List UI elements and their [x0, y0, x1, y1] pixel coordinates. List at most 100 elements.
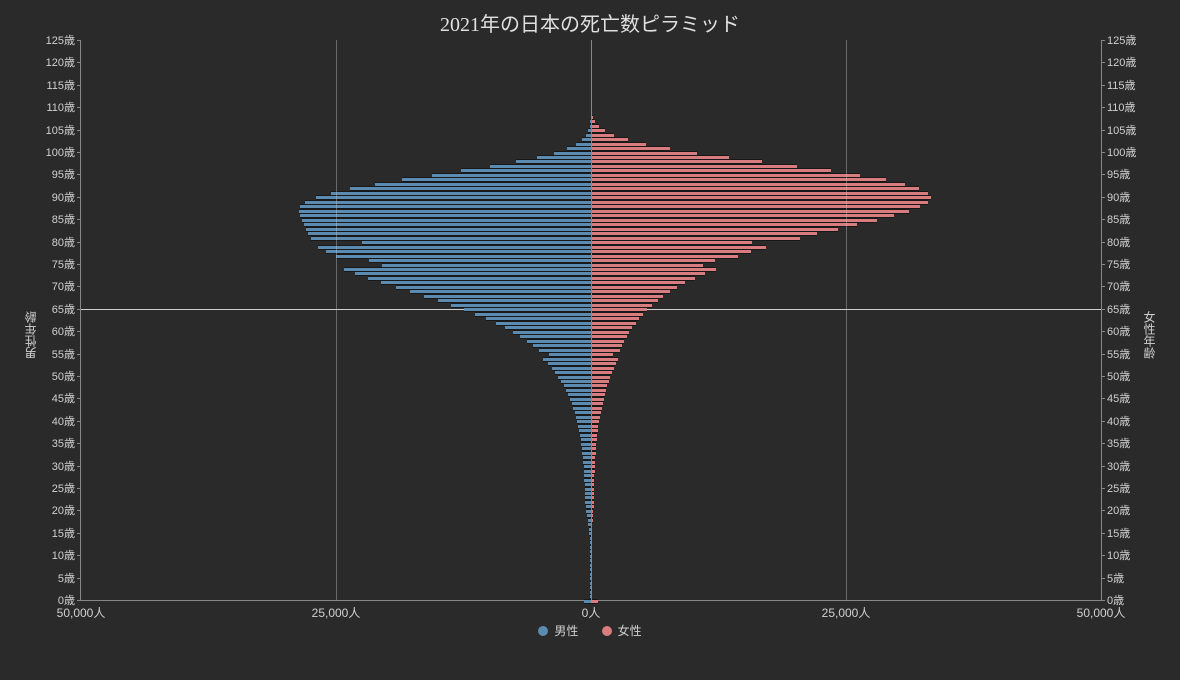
tick-mark — [1101, 286, 1105, 287]
y-tick-right: 115歳 — [1101, 77, 1136, 93]
pyramid-chart: 男性年齢 0歳0歳5歳5歳10歳10歳15歳15歳20歳20歳25歳25歳30歳… — [30, 40, 1150, 630]
tick-mark — [1101, 219, 1105, 220]
y-tick-left: 100歳 — [46, 144, 81, 160]
y-tick-right: 55歳 — [1101, 346, 1130, 362]
tick-mark — [1101, 331, 1105, 332]
tick-mark — [1101, 488, 1105, 489]
y-tick-right: 35歳 — [1101, 435, 1130, 451]
legend-female: 女性 — [602, 622, 642, 639]
tick-mark — [77, 354, 81, 355]
legend: 男性 女性 — [30, 622, 1150, 639]
y-tick-left: 115歳 — [46, 77, 81, 93]
y-tick-right: 125歳 — [1101, 32, 1136, 48]
tick-mark — [77, 331, 81, 332]
legend-swatch-male — [538, 626, 548, 636]
y-tick-left: 105歳 — [46, 122, 81, 138]
y-tick-right: 100歳 — [1101, 144, 1136, 160]
tick-mark — [77, 242, 81, 243]
x-tick-label: 50,000人 — [57, 600, 106, 621]
tick-mark — [77, 398, 81, 399]
tick-mark — [77, 286, 81, 287]
y-axis-label-right: 女性年齢 — [1141, 311, 1158, 359]
tick-mark — [77, 130, 81, 131]
y-tick-right: 75歳 — [1101, 256, 1130, 272]
tick-mark — [1101, 555, 1105, 556]
tick-mark — [1101, 466, 1105, 467]
y-tick-right: 30歳 — [1101, 458, 1130, 474]
y-tick-right: 105歳 — [1101, 122, 1136, 138]
legend-label-male: 男性 — [554, 622, 578, 639]
tick-mark — [77, 40, 81, 41]
tick-mark — [77, 555, 81, 556]
tick-mark — [77, 578, 81, 579]
y-tick-right: 25歳 — [1101, 480, 1130, 496]
y-tick-left: 110歳 — [46, 99, 81, 115]
tick-mark — [1101, 152, 1105, 153]
tick-mark — [77, 488, 81, 489]
tick-mark — [77, 510, 81, 511]
tick-mark — [77, 421, 81, 422]
tick-mark — [77, 62, 81, 63]
tick-mark — [1101, 85, 1105, 86]
tick-mark — [77, 197, 81, 198]
x-tick-label: 0人 — [582, 600, 601, 621]
tick-mark — [77, 107, 81, 108]
y-tick-right: 45歳 — [1101, 390, 1130, 406]
x-tick-label: 25,000人 — [312, 600, 361, 621]
tick-mark — [77, 85, 81, 86]
y-tick-right: 120歳 — [1101, 54, 1136, 70]
tick-mark — [77, 219, 81, 220]
tick-mark — [77, 376, 81, 377]
tick-mark — [1101, 309, 1105, 310]
tick-mark — [1101, 264, 1105, 265]
tick-mark — [77, 174, 81, 175]
tick-mark — [1101, 242, 1105, 243]
tick-mark — [1101, 130, 1105, 131]
gridline-v — [591, 40, 592, 600]
tick-mark — [77, 152, 81, 153]
chart-title: 2021年の日本の死亡数ピラミッド — [0, 0, 1180, 37]
tick-mark — [1101, 443, 1105, 444]
plot-area: 0歳0歳5歳5歳10歳10歳15歳15歳20歳20歳25歳25歳30歳30歳35… — [80, 40, 1102, 601]
tick-mark — [1101, 174, 1105, 175]
gridline-v — [336, 40, 337, 600]
y-tick-right: 70歳 — [1101, 278, 1130, 294]
legend-male: 男性 — [538, 622, 578, 639]
y-tick-right: 15歳 — [1101, 525, 1130, 541]
tick-mark — [1101, 197, 1105, 198]
y-tick-right: 85歳 — [1101, 211, 1130, 227]
tick-mark — [1101, 510, 1105, 511]
tick-mark — [1101, 376, 1105, 377]
tick-mark — [1101, 40, 1105, 41]
tick-mark — [1101, 354, 1105, 355]
y-tick-right: 10歳 — [1101, 547, 1130, 563]
y-tick-right: 80歳 — [1101, 234, 1130, 250]
x-tick-label: 50,000人 — [1077, 600, 1126, 621]
tick-mark — [77, 309, 81, 310]
x-tick-label: 25,000人 — [822, 600, 871, 621]
tick-mark — [1101, 398, 1105, 399]
y-axis-label-left: 男性年齢 — [22, 311, 39, 359]
tick-mark — [77, 466, 81, 467]
y-tick-right: 95歳 — [1101, 166, 1130, 182]
y-tick-right: 110歳 — [1101, 99, 1136, 115]
y-tick-right: 20歳 — [1101, 502, 1130, 518]
tick-mark — [1101, 421, 1105, 422]
grid-v — [81, 40, 1101, 600]
y-tick-right: 40歳 — [1101, 413, 1130, 429]
y-tick-right: 90歳 — [1101, 189, 1130, 205]
legend-swatch-female — [602, 626, 612, 636]
y-tick-left: 120歳 — [46, 54, 81, 70]
tick-mark — [1101, 578, 1105, 579]
y-tick-right: 50歳 — [1101, 368, 1130, 384]
tick-mark — [77, 443, 81, 444]
tick-mark — [77, 533, 81, 534]
y-tick-left: 125歳 — [46, 32, 81, 48]
tick-mark — [1101, 62, 1105, 63]
tick-mark — [1101, 107, 1105, 108]
tick-mark — [1101, 533, 1105, 534]
gridline-v — [846, 40, 847, 600]
tick-mark — [77, 264, 81, 265]
y-tick-right: 60歳 — [1101, 323, 1130, 339]
y-tick-right: 65歳 — [1101, 301, 1130, 317]
